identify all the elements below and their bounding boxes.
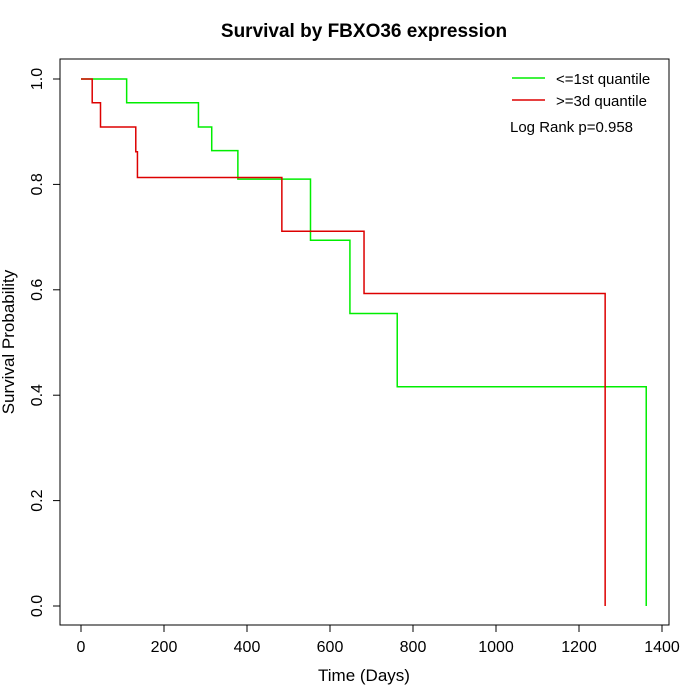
y-tick-label: 0.2 [29,489,46,511]
plot-frame [59,58,670,626]
x-axis: 0 200 400 600 800 1000 1200 1400 [77,624,680,656]
legend: <=1st quantile >=3d quantile [512,71,650,110]
x-tick-label: 200 [151,639,178,656]
y-axis: 0.0 0.2 0.4 0.6 0.8 1.0 [29,68,61,617]
chart-title: Survival by FBXO36 expression [221,21,507,42]
y-axis-label: Survival Probability [0,269,18,414]
x-axis-label: Time (Days) [318,666,410,685]
series-line-high-quantile [81,78,606,606]
y-tick-label: 0.8 [29,173,46,195]
legend-label-high: >=3d quantile [556,93,647,110]
y-tick-label: 0.6 [29,279,46,301]
y-tick-label: 1.0 [29,68,46,90]
series-line-low-quantile [81,78,647,606]
x-tick-label: 1400 [644,639,680,656]
x-tick-label: 800 [400,639,427,656]
series-layer [81,78,647,606]
x-tick-label: 1200 [561,639,597,656]
x-tick-label: 600 [317,639,344,656]
y-tick-label: 0.0 [29,595,46,617]
x-tick-label: 1000 [478,639,514,656]
x-tick-label: 0 [77,639,86,656]
y-tick-label: 0.4 [29,384,46,406]
log-rank-annotation: Log Rank p=0.958 [510,119,633,136]
x-tick-label: 400 [234,639,261,656]
legend-label-low: <=1st quantile [556,71,650,88]
